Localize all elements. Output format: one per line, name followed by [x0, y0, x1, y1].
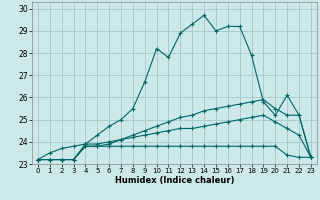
X-axis label: Humidex (Indice chaleur): Humidex (Indice chaleur): [115, 176, 234, 185]
